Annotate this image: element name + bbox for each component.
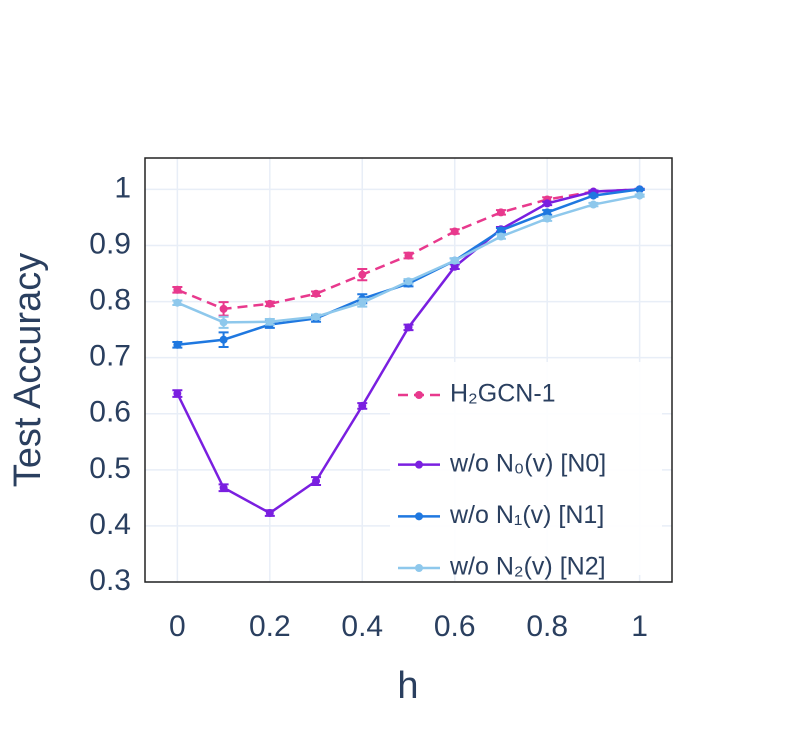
point [358,270,367,279]
legend-label: H₂GCN-1 [450,380,556,408]
legend-marker [415,391,423,399]
point [589,191,598,200]
point [404,323,413,332]
legend-box [390,362,662,575]
point [173,340,182,349]
point [219,335,228,344]
point [265,317,274,326]
series-line [176,188,640,311]
y-tick-label: 0.6 [89,396,131,429]
point [496,226,505,235]
point [543,214,552,223]
x-tick-label: 0.2 [249,610,291,643]
x-tick-label: 0.8 [526,610,568,643]
point [219,318,228,327]
legend-label: w/o N₁(v) [N1] [449,501,604,529]
x-tick-label: 0.4 [341,610,383,643]
point [358,401,367,410]
point [543,199,552,208]
x-axis-title: h [397,665,418,707]
legend-label: w/o N₀(v) [N0] [449,449,606,477]
point [496,232,505,241]
point [589,200,598,209]
point [219,483,228,492]
x-tick-label: 0.6 [434,610,476,643]
point [265,299,274,308]
legend-marker [415,460,423,469]
point [312,477,321,486]
x-tick-label: 1 [631,610,648,643]
point [265,509,274,518]
point [219,304,228,313]
legend-marker [415,512,423,521]
x-tick-label: 0 [169,610,186,643]
legend-marker [415,564,423,572]
y-tick-label: 0.9 [89,227,131,260]
point [635,191,644,200]
y-tick-label: 0.4 [89,508,131,541]
point [312,312,321,321]
point [358,298,367,307]
point [543,208,552,217]
y-axis-title: Test Accuracy [7,253,49,487]
point [496,208,505,217]
legend-label: w/o N₂(v) [N2] [449,553,606,581]
point [450,256,459,265]
point [635,185,644,194]
point [173,285,182,294]
point [312,289,321,298]
y-tick-label: 0.3 [89,564,131,597]
point [450,262,459,271]
point [173,298,182,307]
point [173,389,182,398]
plot-border [144,157,673,583]
y-tick-label: 0.5 [89,452,131,485]
y-tick-label: 0.8 [89,283,131,316]
point [404,251,413,260]
y-tick-label: 1 [114,171,131,204]
point [450,227,459,236]
y-tick-label: 0.7 [89,340,131,373]
point [404,277,413,286]
